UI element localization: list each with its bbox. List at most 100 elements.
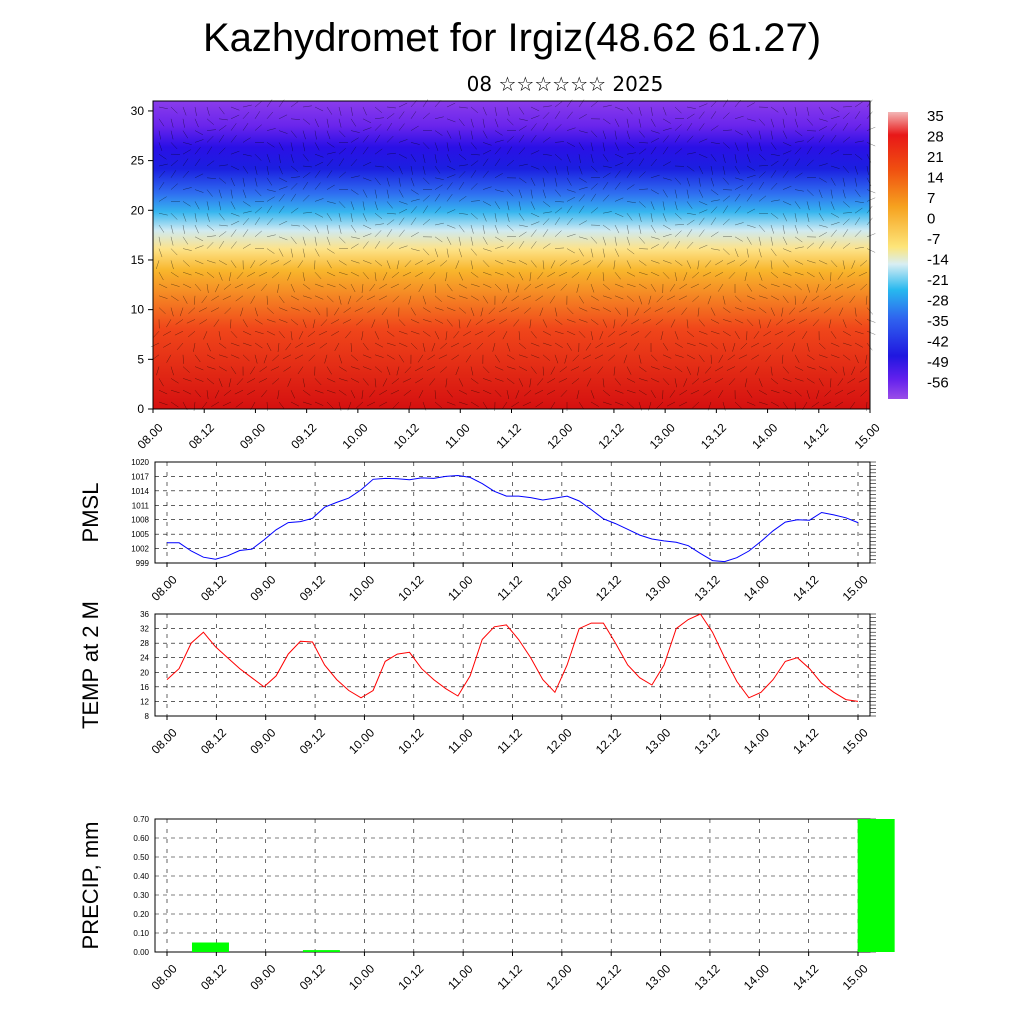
wind-barb xyxy=(566,142,576,147)
wind-barb xyxy=(692,272,700,279)
wind-barb xyxy=(674,230,682,237)
x-tick-label: 09.00 xyxy=(247,725,278,756)
wind-barb xyxy=(429,272,436,280)
wind-barb xyxy=(566,111,573,119)
wind-barb xyxy=(410,142,420,145)
wind-barb xyxy=(434,295,442,302)
wind-barb xyxy=(662,213,667,222)
wind-barb xyxy=(830,201,835,210)
wind-barb xyxy=(530,241,537,249)
colorbar-label: -56 xyxy=(927,375,949,392)
wind-barb xyxy=(374,117,384,120)
wind-barb xyxy=(618,330,628,336)
wind-barb xyxy=(445,272,448,282)
wind-barb xyxy=(547,378,556,384)
wind-barb xyxy=(338,118,342,128)
wind-barb xyxy=(542,136,551,143)
wind-barb xyxy=(314,295,324,300)
wind-barb xyxy=(206,378,215,385)
wind-barb xyxy=(170,248,178,256)
wind-barb xyxy=(847,271,856,278)
x-tick-label: 13.00 xyxy=(647,420,678,451)
wind-barb xyxy=(614,182,621,190)
wind-barb xyxy=(374,240,381,249)
wind-barb xyxy=(230,212,240,217)
wind-barb xyxy=(678,295,688,301)
wind-barb xyxy=(422,330,431,337)
wind-barb xyxy=(218,231,227,238)
wind-barb xyxy=(554,141,564,143)
chart-title: Kazhydromet for Irgiz(48.62 61.27) xyxy=(202,16,822,60)
wind-barb xyxy=(228,272,232,282)
wind-barb xyxy=(290,207,299,214)
wind-barb xyxy=(386,330,395,337)
x-tick-label: 14.12 xyxy=(790,725,821,756)
wind-barb xyxy=(218,213,225,221)
wind-barb xyxy=(782,185,792,190)
wind-barb xyxy=(767,319,772,328)
wind-barb xyxy=(314,170,321,178)
wind-barb xyxy=(679,389,688,396)
wind-barb xyxy=(170,271,179,278)
wind-barb xyxy=(326,236,331,246)
wind-barb xyxy=(498,307,508,313)
wind-barb xyxy=(834,389,844,395)
wind-barb xyxy=(350,137,359,143)
x-tick-label: 10.00 xyxy=(346,725,377,756)
wind-barb xyxy=(674,240,681,249)
wind-barb xyxy=(534,283,544,289)
wind-barb xyxy=(170,295,179,301)
wind-barb xyxy=(434,222,444,226)
wind-barb xyxy=(426,366,436,371)
wind-barb xyxy=(650,378,660,383)
wind-barb xyxy=(643,307,652,314)
wind-barb xyxy=(722,165,726,175)
wind-barb xyxy=(662,224,671,230)
wind-barb xyxy=(734,222,744,226)
wind-barb xyxy=(326,159,334,167)
wind-barb xyxy=(290,165,299,172)
wind-barb xyxy=(530,106,540,112)
wind-barb xyxy=(278,142,284,151)
wind-barb xyxy=(542,122,549,131)
wind-barb xyxy=(246,378,256,383)
wind-barb xyxy=(278,186,288,190)
wind-barb xyxy=(398,354,405,363)
wind-barb xyxy=(374,165,384,168)
wind-barb xyxy=(816,390,820,399)
x-tick-label: 11.00 xyxy=(445,726,476,757)
wind-barb xyxy=(170,401,179,408)
x-tick-label: 10.00 xyxy=(346,572,377,603)
wind-barb xyxy=(530,331,537,339)
x-tick-label: 11.12 xyxy=(494,726,525,757)
wind-barb xyxy=(866,330,876,335)
wind-barb xyxy=(446,182,453,190)
wind-barb xyxy=(290,307,300,311)
wind-barb xyxy=(537,272,544,280)
wind-barb xyxy=(199,319,208,325)
wind-barb xyxy=(386,152,396,155)
wind-barb xyxy=(842,218,850,226)
wind-barb xyxy=(842,354,851,361)
wind-barb xyxy=(824,390,832,397)
y-tick-label: 32 xyxy=(140,625,149,634)
wind-barb xyxy=(391,272,400,278)
wind-barb xyxy=(410,248,420,252)
wind-barb xyxy=(818,106,824,115)
wind-barb xyxy=(522,295,532,300)
wind-barb xyxy=(458,130,462,140)
wind-barb xyxy=(794,213,797,223)
wind-barb xyxy=(188,307,196,314)
wind-barb xyxy=(554,201,564,203)
wind-barb xyxy=(218,164,228,167)
wind-barb xyxy=(698,138,708,143)
wind-barb xyxy=(794,140,804,143)
wind-barb xyxy=(350,224,357,233)
wind-barb xyxy=(214,283,220,293)
wind-barb xyxy=(554,189,562,197)
wind-barb xyxy=(518,354,528,358)
wind-barb xyxy=(626,224,629,234)
wind-barb xyxy=(782,366,790,374)
wind-barb xyxy=(170,260,174,270)
wind-barb xyxy=(571,272,580,278)
